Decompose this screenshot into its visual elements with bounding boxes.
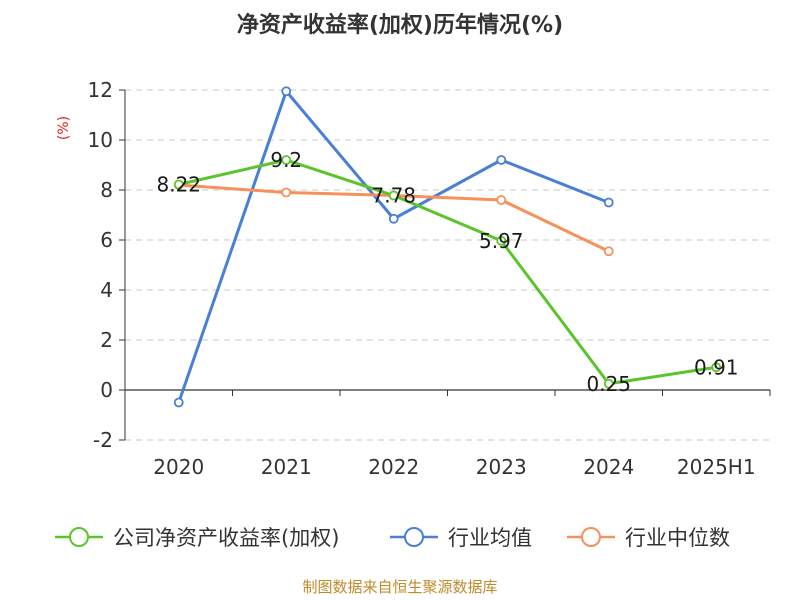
legend-item: 行业均值 <box>390 526 532 550</box>
legend: 公司净资产收益率(加权) 行业均值 行业中位数 <box>55 526 730 550</box>
data-point <box>496 195 507 205</box>
chart-title: 净资产收益率(加权)历年情况(%) <box>237 12 563 38</box>
y-tick-label: 2 <box>100 328 113 352</box>
series-lines <box>173 86 722 408</box>
axes <box>119 89 771 441</box>
y-tick-label: 6 <box>100 228 113 252</box>
legend-swatch-marker <box>69 527 89 547</box>
x-tick-labels: 2020 2021 2022 2023 2024 2025H1 <box>153 455 755 479</box>
data-label: 9.2 <box>270 148 302 172</box>
data-point <box>603 246 614 257</box>
data-point <box>281 86 292 97</box>
data-point <box>496 235 507 246</box>
data-point <box>496 155 507 165</box>
legend-label: 行业中位数 <box>625 526 730 550</box>
gridlines <box>125 89 770 441</box>
x-tick-label: 2020 <box>153 455 204 479</box>
y-tick-label: 12 <box>88 78 113 102</box>
y-tick-label: -2 <box>93 428 113 452</box>
x-tick-label: 2025H1 <box>677 455 756 479</box>
source-note: 制图数据来自恒生聚源数据库 <box>302 578 497 596</box>
data-point <box>173 397 184 408</box>
data-label: 8.22 <box>156 173 201 197</box>
y-axis-unit-label: (%) <box>56 116 72 140</box>
x-tick-label: 2024 <box>583 455 634 479</box>
x-tick-label: 2021 <box>261 455 312 479</box>
data-point <box>173 179 184 190</box>
legend-item: 公司净资产收益率(加权) <box>55 526 339 550</box>
y-tick-label: 8 <box>100 178 113 202</box>
data-labels: 8.22 9.2 7.78 5.97 0.25 0.91 <box>156 148 738 396</box>
data-label: 0.25 <box>586 372 631 396</box>
legend-item: 行业中位数 <box>567 526 730 550</box>
x-tick-label: 2023 <box>476 455 527 479</box>
legend-swatch-marker <box>404 527 424 547</box>
data-point <box>388 213 399 224</box>
x-tick-label: 2022 <box>368 455 419 479</box>
data-point <box>281 187 292 198</box>
y-tick-labels: -2 0 2 4 6 8 10 12 <box>88 78 113 452</box>
data-point <box>603 197 614 208</box>
data-label: 7.78 <box>371 184 416 208</box>
data-point <box>711 362 722 373</box>
data-point <box>281 155 292 165</box>
y-tick-label: 4 <box>100 278 113 302</box>
legend-swatch-marker <box>581 527 601 547</box>
data-point <box>388 190 399 201</box>
legend-label: 行业均值 <box>448 526 532 550</box>
data-label: 0.91 <box>694 355 739 379</box>
series-line <box>178 158 717 386</box>
series-line <box>177 89 610 403</box>
series-1 <box>173 86 614 408</box>
y-tick-label: 0 <box>100 378 113 402</box>
series-0 <box>173 155 722 389</box>
legend-label: 公司净资产收益率(加权) <box>113 526 339 550</box>
y-tick-label: 10 <box>88 128 113 152</box>
data-label: 5.97 <box>479 229 524 253</box>
data-point <box>603 378 614 389</box>
